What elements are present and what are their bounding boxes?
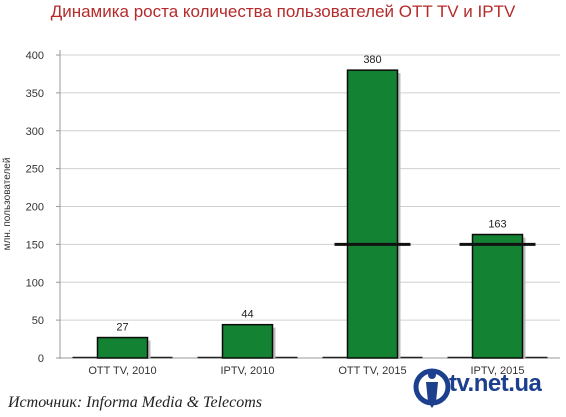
bar bbox=[346, 69, 399, 359]
y-tick-label: 150 bbox=[26, 239, 44, 251]
chart-title: Динамика роста количества пользователей … bbox=[50, 2, 516, 21]
x-tick-label: IPTV, 2015 bbox=[470, 365, 524, 377]
y-tick-label: 200 bbox=[26, 202, 44, 214]
y-tick-labels: 0 50 100 150 200 250 300 350 400 bbox=[26, 50, 60, 365]
source-note: Источник: Informa Media & Telecoms bbox=[8, 394, 263, 411]
y-tick-label: 50 bbox=[32, 315, 44, 327]
bar-value-label: 27 bbox=[116, 322, 128, 334]
y-axis-label: млн. пользователей bbox=[2, 158, 13, 251]
x-tick-labels: OTT TV, 2010 IPTV, 2010 OTT TV, 2015 IPTV, … bbox=[88, 365, 524, 377]
x-tick-label: OTT TV, 2010 bbox=[88, 365, 156, 377]
y-tick-label: 300 bbox=[26, 126, 44, 138]
person-circle-logo-icon bbox=[413, 368, 451, 408]
bar-value-label: 44 bbox=[241, 309, 253, 321]
bar-value-label: 380 bbox=[363, 54, 381, 66]
bar bbox=[221, 323, 274, 359]
y-tick-label: 0 bbox=[38, 353, 44, 365]
site-logo: tv.net.ua bbox=[412, 362, 562, 412]
x-tick-label: IPTV, 2010 bbox=[220, 365, 274, 377]
bar bbox=[471, 233, 524, 359]
y-tick-label: 100 bbox=[26, 277, 44, 289]
bars: 27 44 380 163 bbox=[72, 54, 548, 359]
bar bbox=[96, 336, 149, 359]
bar-value-label: 163 bbox=[488, 219, 506, 231]
x-tick-label: OTT TV, 2015 bbox=[338, 365, 406, 377]
logo-text: tv.net.ua bbox=[449, 370, 542, 397]
y-tick-label: 400 bbox=[26, 50, 44, 62]
y-tick-label: 350 bbox=[26, 88, 44, 100]
y-tick-label: 250 bbox=[26, 164, 44, 176]
